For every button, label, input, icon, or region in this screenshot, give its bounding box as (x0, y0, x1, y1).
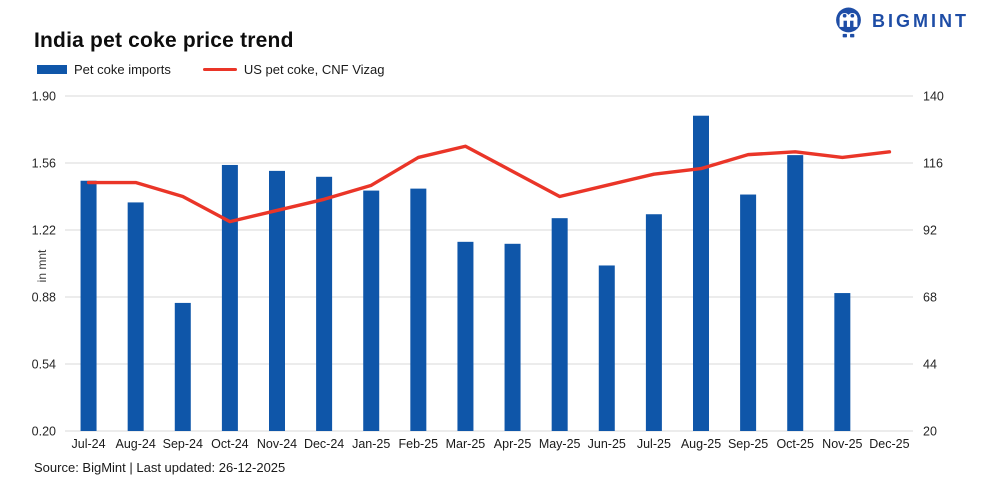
x-axis-label-Aug-24: Aug-24 (116, 437, 156, 451)
bar-series-swatch (37, 65, 67, 74)
chart-legend: Pet coke imports US pet coke, CNF Vizag (37, 62, 384, 77)
bigmint-logo-icon (836, 7, 861, 38)
x-axis-label-Oct-25: Oct-25 (776, 437, 814, 451)
bar-Jul-24 (80, 180, 97, 431)
chart-area: 1.90 140 1.56 116 1.22 92 0.88 68 0.54 44 0.20 20 in… (0, 86, 983, 460)
bar-Aug-25 (693, 115, 709, 432)
x-axis-label-Sep-24: Sep-24 (163, 437, 203, 451)
x-axis-label-Jun-25: Jun-25 (588, 437, 626, 451)
price-trend-chart: 1.90 140 1.56 116 1.22 92 0.88 68 0.54 44 0.20 20 in… (32, 90, 944, 452)
x-axis-label-Oct-24: Oct-24 (211, 437, 249, 451)
left-axis-tick: 1.22 (32, 224, 56, 238)
bar-Jun-25 (598, 265, 615, 431)
bar-Mar-25 (457, 241, 474, 431)
bar-Jul-25 (645, 214, 662, 431)
bar-Apr-25 (504, 243, 521, 431)
bar-Sep-24 (174, 302, 191, 431)
right-axis-tick: 92 (923, 224, 937, 238)
bar-Dec-24 (316, 176, 333, 431)
bar-May-25 (551, 218, 568, 431)
x-axis-label-Dec-24: Dec-24 (304, 437, 344, 451)
legend-label-imports: Pet coke imports (74, 62, 171, 77)
bar-Oct-24 (221, 164, 238, 431)
left-axis-tick: 0.54 (32, 358, 56, 372)
x-axis-label-Apr-25: Apr-25 (494, 437, 532, 451)
bar-Aug-24 (127, 202, 144, 431)
bar-Oct-25 (787, 155, 804, 431)
x-axis-label-Nov-25: Nov-25 (822, 437, 862, 451)
left-axis-tick: 0.20 (32, 425, 56, 439)
x-axis-label-Aug-25: Aug-25 (681, 437, 721, 451)
page-title: India pet coke price trend (34, 29, 294, 52)
x-axis-label-Jul-24: Jul-24 (72, 437, 106, 451)
bar-Jan-25 (363, 190, 380, 431)
bar-Feb-25 (410, 188, 427, 431)
line-series-swatch (202, 67, 237, 72)
bigmint-logo: BIGMINT (833, 5, 969, 38)
x-axis-label-Jul-25: Jul-25 (637, 437, 671, 451)
left-axis-tick: 1.56 (32, 157, 56, 171)
x-axis-label-Dec-25: Dec-25 (869, 437, 909, 451)
right-axis-tick: 20 (923, 425, 937, 439)
bigmint-logo-text: BIGMINT (872, 11, 969, 31)
x-axis-label-Sep-25: Sep-25 (728, 437, 768, 451)
price-line (86, 144, 892, 224)
bar-Nov-24 (269, 170, 285, 431)
legend-item-price: US pet coke, CNF Vizag (202, 62, 385, 77)
right-axis-tick: 68 (923, 291, 937, 305)
source-note: Source: BigMint | Last updated: 26-12-20… (34, 460, 286, 475)
right-axis-tick: 116 (923, 157, 943, 171)
x-axis-label-Mar-25: Mar-25 (446, 437, 486, 451)
left-axis-tick: 0.88 (32, 291, 56, 305)
legend-item-imports: Pet coke imports (37, 62, 171, 77)
left-axis-tick: 1.90 (32, 90, 56, 104)
bar-Nov-25 (834, 293, 851, 431)
x-axis-label-Nov-24: Nov-24 (257, 437, 297, 451)
x-axis-label-Jan-25: Jan-25 (352, 437, 390, 451)
right-axis-tick: 140 (923, 90, 944, 104)
x-axis-label-Feb-25: Feb-25 (399, 437, 439, 451)
left-axis-title: in mnt (35, 249, 49, 282)
legend-label-price: US pet coke, CNF Vizag (243, 62, 385, 77)
right-axis-tick: 44 (923, 358, 937, 372)
bar-Sep-25 (740, 194, 757, 431)
x-axis-label-May-25: May-25 (539, 437, 581, 451)
